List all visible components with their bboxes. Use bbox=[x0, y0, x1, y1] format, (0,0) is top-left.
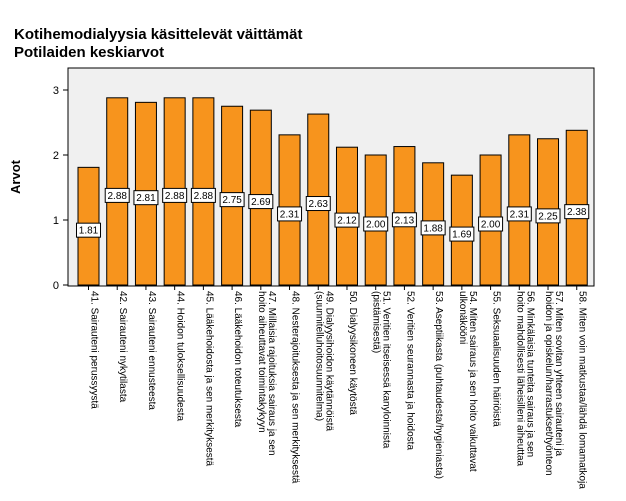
x-tick-label: 44. Hoidon tuloksellisuudesta bbox=[175, 291, 186, 422]
data-label-box bbox=[76, 222, 101, 238]
data-label: 1.88 bbox=[423, 223, 443, 234]
data-label: 1.81 bbox=[79, 226, 99, 237]
y-axis-label: Arvot bbox=[8, 159, 23, 194]
chart-title-block: Kotihemodialyysia käsittelevät väittämät… bbox=[14, 26, 302, 62]
x-tick-label-group: 42. Sairauteni nykytilasta bbox=[117, 291, 128, 403]
data-label-box bbox=[363, 216, 389, 232]
x-tick-label: 46. Lääkehoidon toteutuksesta bbox=[232, 291, 243, 428]
data-label: 2.31 bbox=[510, 209, 530, 220]
x-tick-label: 49. Dialyysihoidon käytännöistä bbox=[323, 291, 334, 432]
x-tick-label: 42. Sairauteni nykytilasta bbox=[117, 291, 128, 403]
x-tick-label-group: 53. Aseptiikasta (puhtaudesta/hygieniast… bbox=[433, 291, 444, 479]
x-tick-label-group: 45. Lääkehoidosta ja sen merkityksestä bbox=[203, 291, 214, 467]
x-tick-label-group: 50. Dialyysikoneen käytöstä bbox=[347, 291, 358, 415]
data-label: 1.69 bbox=[452, 230, 472, 241]
data-label: 2.31 bbox=[280, 209, 300, 220]
data-label: 2.38 bbox=[567, 207, 587, 218]
x-tick-label: 45. Lääkehoidosta ja sen merkityksestä bbox=[203, 291, 214, 467]
data-label: 2.00 bbox=[481, 220, 501, 231]
x-tick-label: 54. Miten sairaus ja sen hoito vaikuttav… bbox=[467, 291, 478, 472]
y-tick-label: 0 bbox=[53, 280, 59, 292]
data-label: 2.88 bbox=[107, 191, 127, 202]
data-label-box bbox=[506, 206, 532, 222]
x-tick-label: ulkonäkööni bbox=[457, 291, 468, 344]
x-tick-label: hoidon ja opiskelun/harrastukset/työnteo… bbox=[543, 291, 554, 476]
x-tick-label-group: 48. Nesterajoituksesta ja sen merkitykse… bbox=[290, 291, 301, 484]
y-axis: 0 1 2 3 bbox=[53, 85, 68, 292]
y-tick-label: 2 bbox=[53, 150, 59, 162]
data-label: 2.12 bbox=[337, 216, 357, 227]
data-label-box bbox=[535, 208, 561, 224]
data-label-box bbox=[449, 226, 475, 242]
data-label: 2.00 bbox=[366, 220, 386, 231]
data-label-box bbox=[391, 212, 417, 228]
data-label-box bbox=[334, 212, 360, 228]
data-label: 2.81 bbox=[136, 193, 156, 204]
data-label: 2.69 bbox=[251, 197, 271, 208]
data-label-box bbox=[305, 196, 331, 212]
data-label-box bbox=[162, 187, 188, 203]
data-label-box bbox=[219, 192, 245, 208]
x-tick-label: 43. Sairauteni ennusteesta bbox=[146, 291, 157, 410]
data-label-box bbox=[133, 190, 159, 206]
x-tick-label-group: 46. Lääkehoidon toteutuksesta bbox=[232, 291, 243, 428]
x-tick-label: hoito mahdollisesti läheisilleni aiheutt… bbox=[514, 291, 525, 467]
x-tick-label: 47. Millaisia rajoituksia sairaus ja sen bbox=[266, 291, 277, 456]
data-label-box bbox=[248, 194, 274, 210]
x-tick-label-group: 55. Seksuaalisuuden häiriöistä bbox=[491, 291, 502, 427]
data-label: 2.13 bbox=[395, 215, 415, 226]
x-tick-label: 56. Minkälaisia tunteita sairaus ja sen bbox=[524, 291, 535, 457]
data-label-box bbox=[478, 216, 504, 232]
chart-subtitle: Potilaiden keskiarvot bbox=[14, 44, 165, 61]
x-tick-label: 52. Veritien seurannasta ja hoidosta bbox=[404, 291, 415, 450]
x-tick-label-group: 47. Millaisia rajoituksia sairaus ja sen… bbox=[256, 291, 277, 456]
x-tick-label-group: 58. Miten voin matkustaa/lähdä lomamatko… bbox=[577, 291, 588, 489]
x-tick-label: 48. Nesterajoituksesta ja sen merkitykse… bbox=[290, 291, 301, 484]
x-tick-label: (pistämisestä) bbox=[371, 291, 382, 353]
data-label: 2.75 bbox=[222, 195, 242, 206]
x-tick-label: 50. Dialyysikoneen käytöstä bbox=[347, 291, 358, 415]
data-label-box bbox=[420, 220, 446, 236]
x-tick-labels: 41. Sairauteni perussyystä 42. Sairauteni… bbox=[88, 285, 588, 489]
data-label: 2.88 bbox=[194, 191, 214, 202]
data-label-box bbox=[564, 204, 590, 220]
data-label: 2.88 bbox=[165, 191, 185, 202]
x-tick-label: 58. Miten voin matkustaa/lähdä lomamatko… bbox=[577, 291, 588, 489]
x-tick-label: (suunnitelluhoitosuunnitelma) bbox=[313, 291, 324, 421]
data-label: 2.63 bbox=[309, 199, 329, 210]
x-tick-label-group: 57. Miten sovitan yhteen sairauteni jaho… bbox=[543, 291, 564, 476]
x-tick-label-group: 49. Dialyysihoidon käytännöistä(suunnite… bbox=[313, 291, 334, 432]
x-tick-label-group: 54. Miten sairaus ja sen hoito vaikuttav… bbox=[457, 291, 478, 472]
x-tick-label: 41. Sairauteni perussyystä bbox=[89, 291, 100, 409]
data-label-box bbox=[104, 187, 130, 203]
chart-title: Kotihemodialyysia käsittelevät väittämät bbox=[14, 26, 303, 43]
x-tick-label: 51. Veritien itseisessä kanyloinnista bbox=[381, 291, 392, 449]
x-tick-label: 53. Aseptiikasta (puhtaudesta/hygieniast… bbox=[433, 291, 444, 479]
x-tick-label-group: 41. Sairauteni perussyystä bbox=[89, 291, 100, 409]
bars: 1.81 2.88 2.81 2.88 2.88 2.75 2.69 2.31 2.63 2.12… bbox=[76, 97, 590, 286]
y-tick-label: 1 bbox=[53, 215, 59, 227]
x-tick-label-group: 52. Veritien seurannasta ja hoidosta bbox=[404, 291, 415, 450]
x-tick-label-group: 56. Minkälaisia tunteita sairaus ja senh… bbox=[514, 291, 535, 467]
x-tick-label: 57. Miten sovitan yhteen sairauteni ja bbox=[553, 291, 564, 457]
x-tick-label: 55. Seksuaalisuuden häiriöistä bbox=[491, 291, 502, 427]
data-label-box bbox=[190, 187, 216, 203]
x-tick-label: hoito aiheuttavat toimintakykyyn bbox=[256, 291, 267, 433]
x-tick-label-group: 51. Veritien itseisessä kanyloinnista(pi… bbox=[371, 291, 392, 449]
x-tick-label-group: 44. Hoidon tuloksellisuudesta bbox=[175, 291, 186, 422]
x-tick-label-group: 43. Sairauteni ennusteesta bbox=[146, 291, 157, 410]
data-label: 2.25 bbox=[538, 211, 558, 222]
data-label-box bbox=[277, 206, 303, 222]
y-tick-label: 3 bbox=[53, 85, 59, 97]
